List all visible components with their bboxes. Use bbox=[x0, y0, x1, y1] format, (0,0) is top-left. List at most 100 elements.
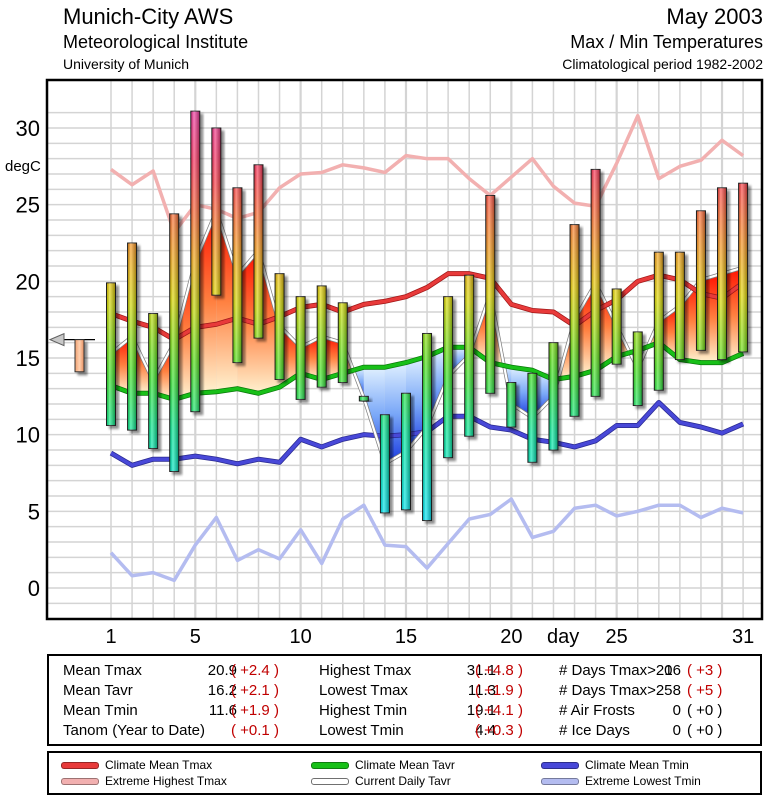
day-bar-shade bbox=[696, 210, 706, 351]
day-bar bbox=[316, 285, 327, 388]
legend-label: Extreme Highest Tmax bbox=[105, 774, 227, 788]
y-tick-label: 25 bbox=[16, 193, 40, 218]
stat-deviation: ( +0 ) bbox=[687, 722, 723, 739]
x-tick-label: 10 bbox=[290, 626, 312, 648]
legend-label: Extreme Lowest Tmin bbox=[585, 774, 701, 788]
day-bar bbox=[506, 382, 517, 428]
stat-deviation: ( +2.4 ) bbox=[231, 662, 279, 679]
day-bar-shade bbox=[612, 289, 622, 365]
stat-label: Highest Tmin bbox=[319, 702, 408, 719]
statistics-panel: Mean Tmax 20.9( +2.4 ) Mean Tavr 16.2( +2.1… bbox=[47, 654, 762, 746]
left-arrow-icon bbox=[48, 332, 65, 347]
day-bar-shade bbox=[654, 252, 664, 391]
warm-anomaly-area bbox=[321, 336, 343, 380]
x-tick-label: 1 bbox=[105, 626, 116, 648]
legend-swatch bbox=[61, 778, 99, 785]
station-title: Munich-City AWS bbox=[63, 4, 234, 29]
day-bar-shade bbox=[148, 313, 158, 449]
climate-mean-tmax-line bbox=[110, 271, 745, 342]
day-bar-shade bbox=[443, 296, 453, 458]
day-bar bbox=[695, 210, 706, 351]
cold-anomaly-area bbox=[363, 367, 385, 464]
y-tick-label: 10 bbox=[16, 423, 40, 448]
stat-value: 8 bbox=[672, 682, 681, 699]
day-bar-shade bbox=[338, 302, 348, 383]
stat-value: 19.1 bbox=[466, 702, 496, 719]
legend-label: Climate Mean Tavr bbox=[355, 758, 455, 772]
stat-value: 0 bbox=[672, 702, 681, 719]
stat-deviation: ( +5 ) bbox=[687, 682, 723, 699]
x-tick-label: 25 bbox=[606, 626, 628, 648]
day-bar bbox=[611, 288, 622, 365]
daily-range-bars bbox=[106, 110, 749, 522]
day-bar bbox=[232, 187, 243, 364]
stat-value: 31.1 bbox=[466, 662, 496, 679]
stat-label: Tanom (Year to Date) bbox=[63, 722, 206, 739]
y-tick-label: 15 bbox=[16, 346, 40, 371]
day-bar-shade bbox=[359, 396, 369, 401]
stat-label: # Ice Days bbox=[559, 722, 630, 739]
warm-anomaly-area bbox=[174, 261, 196, 400]
x-tick-label: 31 bbox=[732, 626, 754, 648]
day-bar bbox=[190, 110, 201, 413]
y-tick-label: 0 bbox=[28, 576, 40, 601]
day-bar bbox=[485, 194, 496, 394]
cold-anomaly-area bbox=[384, 362, 406, 464]
stat-deviation: ( +1.9 ) bbox=[475, 682, 523, 699]
stat-row: # Days Tmax>20 16 ( +3 ) bbox=[49, 662, 760, 680]
day-bar-shade bbox=[296, 296, 306, 400]
day-bar bbox=[527, 372, 538, 463]
cold-anomaly-area bbox=[511, 367, 533, 418]
day-bar bbox=[674, 251, 685, 361]
day-bar-shade bbox=[717, 187, 727, 360]
day-bar-shade bbox=[380, 414, 390, 513]
stat-label: Lowest Tmin bbox=[319, 722, 404, 739]
stat-deviation: ( +0.1 ) bbox=[231, 722, 279, 739]
stat-label: Mean Tavr bbox=[63, 682, 133, 699]
y-tick-label: 5 bbox=[28, 499, 40, 524]
day-bar bbox=[295, 296, 306, 400]
legend-label: Climate Mean Tmax bbox=[105, 758, 213, 772]
day-bar-shade bbox=[169, 213, 179, 472]
day-bar-shade bbox=[591, 169, 601, 397]
day-bar bbox=[569, 224, 580, 417]
university-subtitle: University of Munich bbox=[63, 56, 190, 72]
stat-value: 4.4 bbox=[475, 722, 496, 739]
stat-row: Highest Tmin 19.1( +4.1 ) bbox=[49, 702, 760, 720]
monthly-marker bbox=[48, 332, 95, 373]
stat-deviation: ( +0 ) bbox=[687, 702, 723, 719]
day-bar bbox=[738, 182, 749, 353]
extreme-lowest-tmin-line bbox=[109, 497, 744, 583]
day-bar bbox=[169, 213, 180, 472]
day-bar bbox=[400, 392, 411, 511]
day-bar bbox=[717, 187, 728, 361]
stat-row: Mean Tmax 20.9( +2.4 ) bbox=[49, 662, 760, 680]
stat-label: # Days Tmax>25 bbox=[559, 682, 673, 699]
day-bar bbox=[253, 164, 264, 339]
legend-swatch bbox=[541, 762, 579, 769]
day-bar-shade bbox=[485, 195, 495, 394]
day-bar-shade bbox=[527, 373, 537, 463]
y-tick-label: 20 bbox=[16, 269, 40, 294]
day-bar-shade bbox=[127, 243, 137, 431]
stat-deviation: ( +1.9 ) bbox=[231, 702, 279, 719]
day-bar-shade bbox=[506, 382, 516, 428]
stat-deviation: ( +0.3 ) bbox=[475, 722, 523, 739]
legend-swatch bbox=[541, 778, 579, 785]
warm-anomaly-area bbox=[216, 210, 238, 392]
stat-row: Lowest Tmax 11.3( +1.9 ) bbox=[49, 682, 760, 700]
legend-swatch bbox=[61, 762, 99, 769]
day-bar bbox=[274, 273, 285, 380]
day-bar-shade bbox=[275, 273, 285, 380]
stat-label: Mean Tmin bbox=[63, 702, 138, 719]
warm-anomaly-area bbox=[595, 282, 617, 371]
stat-value: 11.6 bbox=[208, 702, 237, 719]
day-bar-shade bbox=[401, 393, 411, 510]
stat-row: Lowest Tmin 4.4( +0.3 ) bbox=[49, 722, 760, 740]
day-bar-shade bbox=[738, 183, 748, 352]
day-bar-shade bbox=[422, 333, 432, 521]
day-bar bbox=[106, 282, 116, 426]
day-bar bbox=[337, 302, 348, 384]
stat-row: Highest Tmax 31.1( +4.8 ) bbox=[49, 662, 760, 680]
